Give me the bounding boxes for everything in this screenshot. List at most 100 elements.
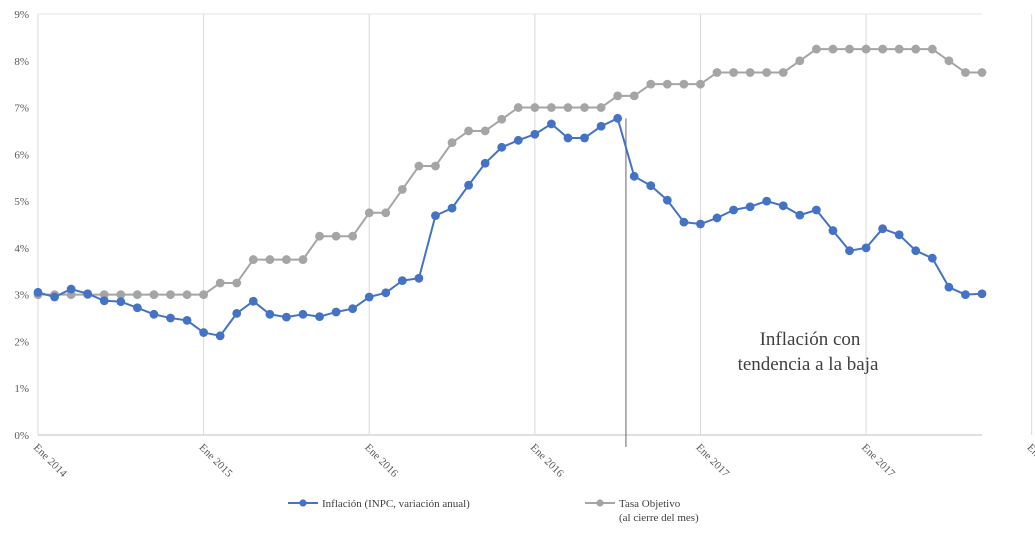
annotation: Inflación con tendencia a la baja bbox=[625, 118, 879, 447]
data-point-tasa-objetivo bbox=[99, 290, 109, 300]
data-point-tasa-objetivo bbox=[828, 44, 838, 54]
data-point-tasa-objetivo bbox=[629, 91, 639, 101]
data-point-tasa-objetivo bbox=[977, 68, 987, 77]
series-line-tasa-objetivo bbox=[38, 48, 982, 296]
data-point-tasa-objetivo bbox=[282, 255, 291, 264]
y-tick-label: 3% bbox=[14, 290, 29, 302]
data-point-tasa-objetivo bbox=[364, 208, 374, 218]
data-point-tasa-objetivo bbox=[315, 231, 324, 241]
data-point-inflacion bbox=[248, 296, 258, 306]
data-point-tasa-objetivo bbox=[480, 126, 490, 136]
data-point-inflacion bbox=[199, 328, 209, 337]
data-point-tasa-objetivo bbox=[927, 44, 937, 54]
data-point-tasa-objetivo bbox=[232, 278, 242, 288]
data-point-inflacion bbox=[712, 213, 722, 223]
x-tick-label: Ene 2016 bbox=[528, 442, 566, 480]
data-point-tasa-objetivo bbox=[547, 103, 556, 112]
data-point-tasa-objetivo bbox=[397, 185, 407, 194]
data-point-tasa-objetivo bbox=[580, 103, 589, 112]
data-point-tasa-objetivo bbox=[149, 290, 159, 300]
data-point-tasa-objetivo bbox=[729, 68, 738, 77]
data-point-tasa-objetivo bbox=[248, 255, 258, 264]
data-point-tasa-objetivo bbox=[745, 68, 755, 77]
x-tick-label: Ene 2017 bbox=[693, 442, 731, 480]
data-point-tasa-objetivo bbox=[265, 255, 275, 264]
legend: Inflación (INPC, variación anual) Tasa O… bbox=[288, 498, 699, 524]
legend-label-tasa-objetivo-line-2: (al cierre del mes) bbox=[619, 512, 699, 524]
y-tick-label: 6% bbox=[14, 149, 29, 161]
data-point-inflacion bbox=[50, 292, 59, 302]
data-point-tasa-objetivo bbox=[613, 91, 623, 101]
data-point-inflacion bbox=[497, 142, 507, 152]
grid-lines bbox=[37, 13, 1033, 436]
data-point-inflacion bbox=[513, 135, 523, 145]
data-point-inflacion bbox=[861, 243, 871, 253]
data-point-tasa-objetivo bbox=[778, 68, 788, 77]
data-point-tasa-objetivo bbox=[911, 44, 921, 54]
data-point-inflacion bbox=[696, 219, 705, 229]
data-point-inflacion bbox=[348, 304, 358, 314]
data-point-inflacion bbox=[845, 246, 854, 256]
data-point-tasa-objetivo bbox=[878, 44, 888, 54]
data-point-tasa-objetivo bbox=[166, 290, 175, 300]
data-point-inflacion bbox=[878, 224, 888, 234]
data-point-inflacion bbox=[745, 202, 755, 212]
x-tick-label: Ene 2018 bbox=[1025, 442, 1035, 480]
x-tick-label: Ene 2016 bbox=[362, 442, 400, 480]
legend-item-tasa-objetivo: Tasa Objetivo (al cierre del mes) bbox=[585, 498, 699, 524]
data-point-inflacion bbox=[298, 309, 308, 319]
data-point-inflacion bbox=[480, 158, 490, 168]
data-point-tasa-objetivo bbox=[679, 79, 689, 89]
annotation-text-line-1: Inflación con bbox=[760, 329, 861, 350]
data-point-inflacion bbox=[315, 312, 324, 322]
data-point-inflacion bbox=[215, 331, 225, 341]
data-point-tasa-objetivo bbox=[298, 255, 308, 264]
legend-label-tasa-objetivo-line-1: Tasa Objetivo bbox=[619, 498, 681, 510]
data-point-tasa-objetivo bbox=[845, 44, 854, 54]
data-point-inflacion bbox=[265, 309, 275, 319]
data-point-tasa-objetivo bbox=[762, 68, 772, 77]
y-axis-ticks: 0% 1% 2% 3% 4% 5% 6% 7% 8% 9% bbox=[14, 9, 29, 442]
data-point-inflacion bbox=[414, 273, 424, 283]
data-point-inflacion bbox=[927, 253, 937, 263]
y-tick-label: 5% bbox=[14, 196, 29, 208]
data-point-inflacion bbox=[132, 303, 142, 313]
data-point-tasa-objetivo bbox=[811, 44, 821, 54]
data-point-inflacion bbox=[580, 133, 589, 143]
legend-item-inflacion: Inflación (INPC, variación anual) bbox=[288, 498, 470, 510]
data-point-inflacion bbox=[33, 287, 43, 297]
data-point-tasa-objetivo bbox=[331, 231, 341, 241]
annotation-text-line-2: tendencia a la baja bbox=[738, 354, 879, 375]
data-point-inflacion bbox=[811, 205, 821, 215]
data-point-tasa-objetivo bbox=[563, 103, 573, 112]
x-tick-label: Ene 2014 bbox=[31, 442, 69, 480]
data-point-inflacion bbox=[679, 217, 689, 227]
data-point-tasa-objetivo bbox=[530, 103, 540, 112]
data-point-tasa-objetivo bbox=[132, 290, 142, 300]
data-point-inflacion bbox=[596, 121, 606, 131]
y-tick-label: 1% bbox=[14, 383, 29, 395]
data-point-tasa-objetivo bbox=[414, 161, 424, 171]
y-tick-label: 0% bbox=[14, 430, 29, 442]
data-point-inflacion bbox=[66, 284, 76, 294]
data-point-inflacion bbox=[629, 171, 639, 181]
data-point-tasa-objetivo bbox=[662, 79, 672, 89]
y-tick-label: 2% bbox=[14, 336, 29, 348]
data-point-tasa-objetivo bbox=[696, 79, 705, 89]
data-point-tasa-objetivo bbox=[861, 44, 871, 54]
data-point-inflacion bbox=[944, 282, 954, 292]
data-point-inflacion bbox=[331, 307, 341, 317]
data-point-inflacion bbox=[99, 296, 109, 306]
data-point-inflacion bbox=[795, 210, 805, 220]
data-point-tasa-objetivo bbox=[944, 56, 954, 66]
data-point-inflacion bbox=[778, 201, 788, 211]
data-point-tasa-objetivo bbox=[894, 44, 904, 54]
x-tick-label: Ene 2015 bbox=[196, 442, 234, 480]
data-point-tasa-objetivo bbox=[646, 79, 656, 89]
data-point-inflacion bbox=[911, 246, 921, 256]
data-point-tasa-objetivo bbox=[596, 103, 606, 112]
y-tick-label: 4% bbox=[14, 243, 29, 255]
data-point-inflacion bbox=[828, 226, 838, 235]
data-point-inflacion bbox=[232, 308, 242, 318]
